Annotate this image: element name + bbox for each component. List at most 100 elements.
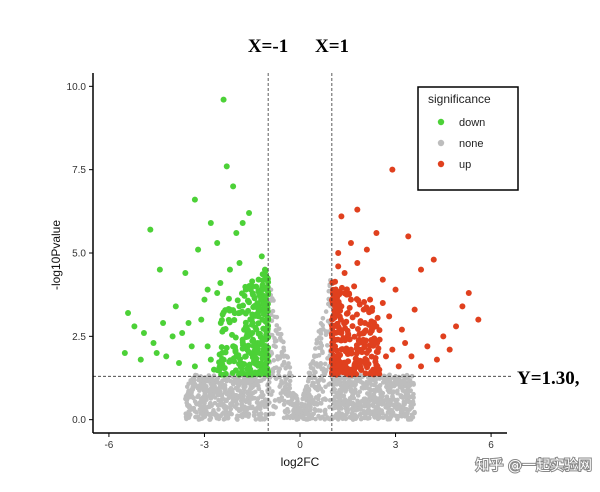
down-point [245,284,252,291]
down-point [125,310,132,316]
up-point [331,302,338,309]
down-point [137,356,144,363]
none-point [256,386,261,391]
none-point [184,397,190,403]
up-point [346,336,353,343]
up-point [349,314,356,321]
down-point [239,339,246,346]
down-point [150,340,157,346]
down-point [237,356,244,363]
none-point [315,364,320,369]
down-point [207,220,214,226]
none-point [362,411,367,417]
none-point [383,404,388,410]
none-point [252,389,258,395]
up-point [352,355,359,362]
up-point [361,298,368,305]
down-point [140,330,147,336]
down-point [262,294,269,301]
down-point [243,323,250,330]
down-point [223,163,230,170]
none-point [316,353,322,358]
none-point [407,383,413,389]
down-point [260,311,267,318]
none-point [277,384,282,389]
down-point [259,281,266,288]
none-point [193,414,198,420]
none-point [372,382,377,388]
legend-label-none: none [459,138,483,150]
down-point [185,320,192,326]
up-point [347,296,354,303]
none-point [281,339,286,345]
none-point [384,398,390,404]
up-point [345,358,352,365]
down-point [231,316,238,323]
none-point [302,396,308,401]
none-point [337,411,343,416]
down-point [244,366,251,373]
none-point [287,378,293,384]
none-point [340,386,346,392]
down-point [242,353,249,360]
x-axis-title: log2FC [281,455,320,469]
none-point [393,401,399,406]
none-point [292,402,298,408]
none-point [377,383,383,388]
up-point [369,305,376,312]
up-point [345,331,352,338]
up-point [361,320,368,327]
up-point [389,346,396,353]
down-point [179,330,186,336]
none-point [361,383,367,389]
up-point [386,313,393,320]
none-point [323,384,328,390]
none-point [381,415,386,421]
none-point [350,380,356,385]
none-point [287,385,293,391]
none-point [310,375,316,380]
none-point [245,412,250,418]
up-point [440,333,447,340]
none-point [249,404,254,410]
none-point [320,389,326,394]
none-point [251,413,257,418]
none-point [406,399,412,405]
up-point [418,363,425,370]
none-point [235,417,240,422]
down-point [214,367,221,374]
down-point [198,316,205,323]
down-point [131,323,138,330]
none-point [239,412,245,418]
down-point [222,349,229,356]
none-point [225,391,231,397]
up-point [395,363,402,370]
none-point [345,381,350,387]
down-point [253,283,260,290]
none-point [401,402,406,408]
down-point [262,361,269,368]
up-point [354,326,361,333]
none-point [266,385,272,391]
up-point [368,318,375,325]
down-point [245,307,252,314]
none-point [391,389,396,394]
down-point [222,370,229,377]
none-point [258,411,264,416]
none-point [368,388,373,393]
none-point [333,401,339,406]
up-point [459,303,466,310]
none-point [411,401,416,407]
down-point [244,297,251,304]
watermark: 知乎 @一起实验网 [475,456,593,475]
none-point [287,365,293,370]
none-point [241,377,246,383]
none-point [201,396,206,402]
none-point [316,408,321,413]
none-point [243,384,248,389]
none-point [320,349,325,354]
down-point [236,260,243,266]
up-point [330,288,337,295]
none-point [330,415,336,420]
none-point [410,414,416,420]
